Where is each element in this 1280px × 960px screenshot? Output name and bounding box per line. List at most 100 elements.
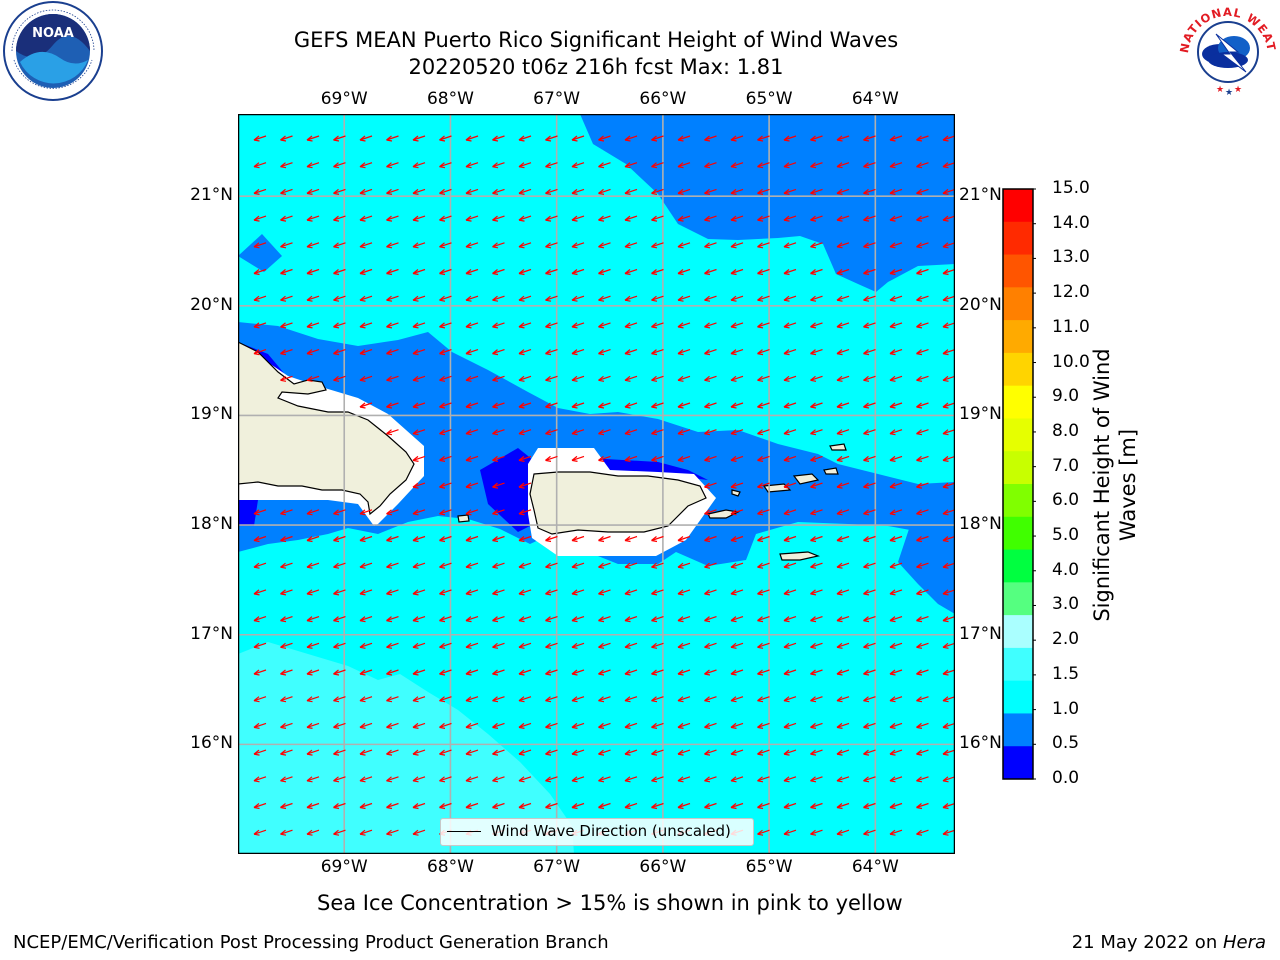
legend-label: Wind Wave Direction (unscaled)	[491, 822, 731, 840]
wave-direction-arrow	[863, 295, 876, 302]
wave-direction-arrow	[386, 776, 399, 783]
wave-direction-arrow	[677, 242, 691, 249]
wave-direction-arrow	[810, 135, 823, 142]
wave-direction-arrow	[916, 482, 929, 489]
lon-label-bottom: 67°W	[533, 857, 581, 877]
wave-direction-arrow	[704, 802, 717, 810]
wave-direction-arrow	[916, 135, 929, 142]
colorbar-segment	[1003, 647, 1033, 682]
wave-direction-arrow	[359, 642, 373, 649]
wave-direction-arrow	[651, 642, 664, 649]
wave-direction-arrow	[412, 268, 426, 276]
wave-direction-arrow	[942, 696, 955, 703]
wave-direction-arrow	[518, 509, 532, 516]
wave-direction-arrow	[651, 455, 664, 462]
wave-direction-arrow	[863, 696, 876, 703]
wave-direction-arrow	[810, 162, 823, 169]
wave-direction-arrow	[677, 162, 691, 169]
wave-direction-arrow	[889, 722, 903, 729]
wave-direction-arrow	[439, 402, 452, 409]
wave-direction-arrow	[624, 349, 638, 356]
wave-direction-arrow	[730, 188, 744, 195]
colorbar-segment	[1003, 549, 1033, 583]
wave-direction-arrow	[359, 402, 373, 409]
wave-direction-arrow	[280, 242, 293, 249]
wave-direction-arrow	[280, 562, 293, 569]
wave-direction-arrow	[386, 135, 399, 142]
wave-direction-arrow	[916, 749, 929, 756]
wave-direction-arrow	[942, 402, 955, 409]
lon-label-top: 69°W	[320, 89, 368, 109]
noaa-logo-text: NOAA	[32, 26, 74, 41]
wave-direction-arrow	[783, 162, 797, 169]
wave-direction-arrow	[518, 482, 532, 489]
wave-direction-arrow	[492, 162, 505, 169]
wave-direction-arrow	[916, 268, 929, 276]
wave-direction-arrow	[810, 829, 823, 836]
wave-direction-arrow	[386, 242, 399, 249]
wave-direction-arrow	[730, 295, 744, 302]
wave-direction-arrow	[651, 215, 664, 222]
wave-direction-arrow	[942, 322, 955, 329]
wave-direction-arrow	[492, 295, 505, 302]
wave-direction-arrow	[916, 669, 929, 676]
colorbar-frame	[1002, 188, 1034, 780]
wave-direction-arrow	[598, 535, 611, 543]
wave-direction-arrow	[280, 509, 293, 516]
wave-direction-arrow	[624, 722, 638, 729]
wave-direction-arrow	[253, 722, 267, 729]
lon-label-top: 65°W	[745, 89, 793, 109]
legend-line-icon	[447, 831, 481, 832]
wave-direction-arrow	[704, 268, 717, 276]
wave-direction-arrow	[333, 215, 346, 222]
wave-direction-arrow	[942, 188, 955, 195]
colorbar-segment	[1003, 352, 1033, 387]
wave-direction-arrow	[942, 776, 955, 783]
wave-direction-arrow	[306, 669, 320, 676]
footer-right: 21 May 2022 on Hera	[1072, 932, 1266, 953]
wave-direction-arrow	[253, 749, 267, 756]
land-hispaniola	[238, 341, 415, 516]
wind-wave-arrows	[253, 135, 955, 836]
wave-direction-arrow	[704, 722, 717, 729]
graticule	[238, 114, 955, 854]
wave-direction-arrow	[810, 509, 823, 516]
wave-direction-arrow	[916, 402, 929, 409]
wave-direction-arrow	[677, 188, 691, 195]
wave-direction-arrow	[863, 829, 876, 836]
wave-direction-arrow	[757, 242, 770, 249]
wave-direction-arrow	[810, 295, 823, 302]
wave-direction-arrow	[465, 749, 479, 756]
wave-direction-arrow	[651, 188, 664, 195]
wave-direction-arrow	[677, 722, 691, 729]
wave-direction-arrow	[889, 268, 903, 276]
wave-direction-arrow	[677, 402, 691, 409]
wave-direction-arrow	[704, 162, 717, 169]
wave-direction-arrow	[598, 322, 611, 329]
wave-direction-arrow	[757, 135, 770, 142]
lat-label-right: 19°N	[959, 404, 1002, 425]
wave-direction-arrow	[783, 322, 797, 329]
colorbar-tick-label: 9.0	[1052, 386, 1080, 407]
wave-direction-arrow	[836, 402, 850, 409]
wave-direction-arrow	[545, 535, 558, 543]
wave-direction-arrow	[492, 535, 505, 543]
wave-direction-arrow	[518, 162, 532, 169]
wave-direction-arrow	[730, 455, 744, 462]
wave-direction-arrow	[492, 268, 505, 276]
wave-direction-arrow	[412, 349, 426, 356]
wave-direction-arrow	[810, 482, 823, 489]
wave-direction-arrow	[889, 749, 903, 756]
map-legend: Wind Wave Direction (unscaled)	[440, 818, 754, 846]
wave-direction-arrow	[545, 375, 558, 382]
wave-direction-arrow	[863, 642, 876, 649]
wave-direction-arrow	[280, 616, 293, 623]
wave-direction-arrow	[306, 162, 320, 169]
wave-direction-arrow	[571, 642, 585, 649]
wave-direction-arrow	[942, 589, 955, 596]
wave-direction-arrow	[704, 295, 717, 302]
wave-direction-arrow	[598, 589, 611, 596]
wave-direction-arrow	[518, 349, 532, 356]
wave-direction-arrow	[492, 215, 505, 222]
wave-direction-arrow	[439, 429, 452, 436]
